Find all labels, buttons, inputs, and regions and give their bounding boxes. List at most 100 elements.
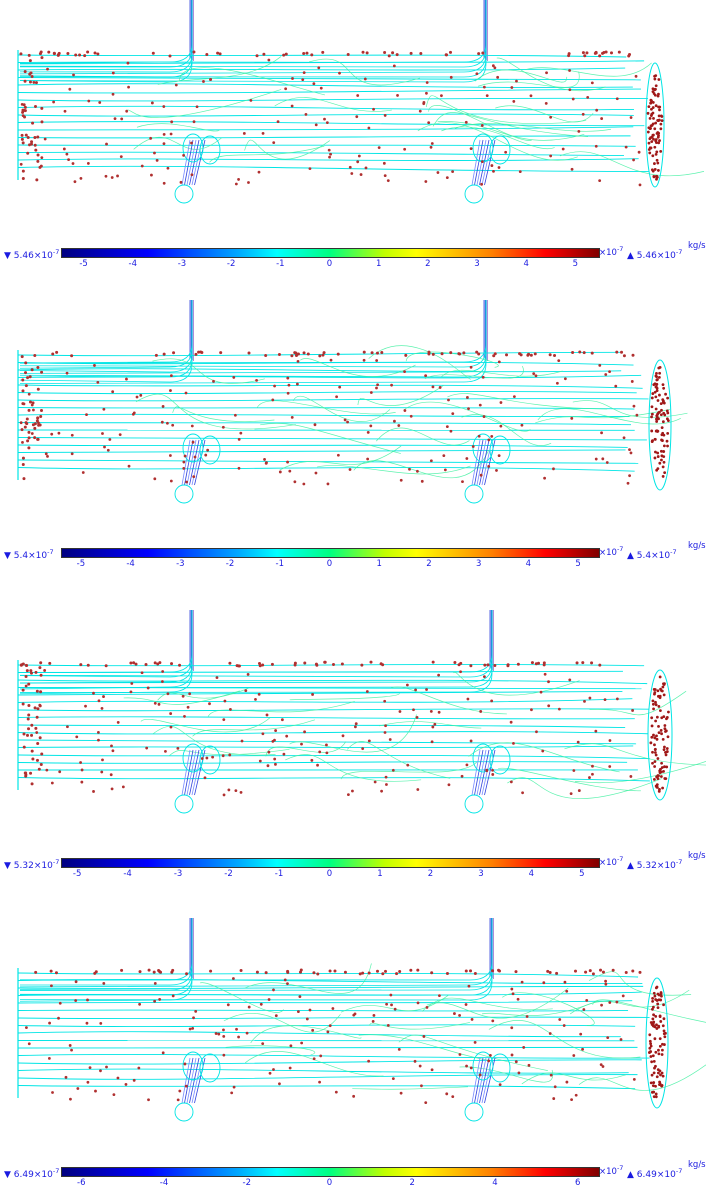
particle (153, 151, 156, 155)
particle (638, 183, 642, 187)
particle (217, 1032, 221, 1036)
particle (21, 702, 25, 706)
particle (652, 1005, 655, 1009)
particle (655, 375, 659, 379)
particle (282, 53, 286, 57)
particles (19, 50, 664, 187)
particle (491, 773, 495, 776)
streamline (17, 761, 628, 764)
particle (399, 478, 403, 482)
particle (306, 352, 310, 356)
particle (366, 430, 370, 434)
particle (486, 663, 490, 667)
particle (375, 351, 379, 355)
particle (33, 353, 37, 357)
particle (164, 749, 167, 753)
particle (430, 1068, 434, 1072)
streamline (379, 721, 482, 729)
particle (79, 176, 83, 180)
particle (293, 663, 297, 667)
particle (654, 385, 658, 388)
streamline (537, 408, 681, 425)
particle (553, 353, 557, 357)
particle (567, 54, 571, 58)
particle (549, 1073, 553, 1077)
particle (34, 81, 38, 85)
particle (563, 377, 567, 381)
particle (658, 139, 661, 142)
outlet-pipe-2 (464, 433, 511, 504)
particle (614, 384, 618, 388)
particle (365, 690, 369, 693)
colorbar-tick-label: -2 (242, 1178, 251, 1188)
particle (183, 715, 186, 718)
particle (28, 72, 32, 76)
particle (655, 389, 659, 393)
particle (549, 115, 553, 119)
particle (265, 713, 269, 717)
particle (356, 160, 360, 164)
streamline (207, 700, 355, 717)
particle (651, 154, 655, 158)
streamline (17, 777, 650, 782)
particle (285, 734, 289, 738)
particle (665, 750, 669, 753)
particle (140, 671, 144, 675)
particle (652, 137, 655, 141)
particle (154, 353, 158, 357)
particle (651, 106, 655, 109)
particle (247, 181, 250, 184)
particle (100, 770, 104, 774)
particle (158, 661, 162, 665)
particle (169, 374, 173, 378)
particle (422, 1035, 426, 1038)
particle (26, 136, 30, 140)
particle (111, 390, 115, 394)
outlet-pipe-2 (464, 1051, 511, 1122)
particle (388, 738, 392, 741)
particle (290, 104, 294, 108)
particle (628, 52, 632, 56)
particle (603, 698, 607, 702)
particle (193, 455, 197, 459)
particle (184, 1084, 188, 1088)
particle (497, 166, 501, 169)
particle (34, 970, 38, 974)
particle (491, 1019, 495, 1023)
particle (617, 50, 621, 54)
particle (431, 660, 435, 664)
particle (379, 662, 383, 666)
particle (653, 127, 657, 131)
particle (62, 147, 66, 151)
particle (657, 417, 660, 421)
particle (203, 776, 207, 780)
particle (390, 1003, 393, 1007)
particle (21, 402, 25, 406)
colorbar-tick-label: -6 (77, 1178, 86, 1188)
particle (582, 351, 586, 355)
particle (70, 452, 74, 456)
streamline (135, 393, 296, 430)
streamline (157, 687, 249, 701)
particle (72, 73, 75, 77)
particle (594, 50, 598, 54)
colorbar-tick-label: -4 (126, 559, 135, 569)
particle (328, 155, 331, 159)
particle (343, 970, 347, 974)
particle (482, 415, 486, 418)
colorbar-tick-label: -3 (173, 869, 183, 879)
particle (660, 119, 664, 123)
particle (308, 167, 312, 170)
particle (447, 398, 450, 402)
particle (261, 131, 265, 135)
particle (316, 972, 320, 976)
particle (602, 50, 606, 54)
particle (30, 75, 34, 79)
particle (39, 661, 43, 665)
particle (649, 98, 653, 102)
particle (111, 71, 115, 75)
particle (666, 444, 669, 448)
particle (358, 972, 362, 976)
particle (651, 699, 655, 703)
particle (653, 77, 657, 81)
